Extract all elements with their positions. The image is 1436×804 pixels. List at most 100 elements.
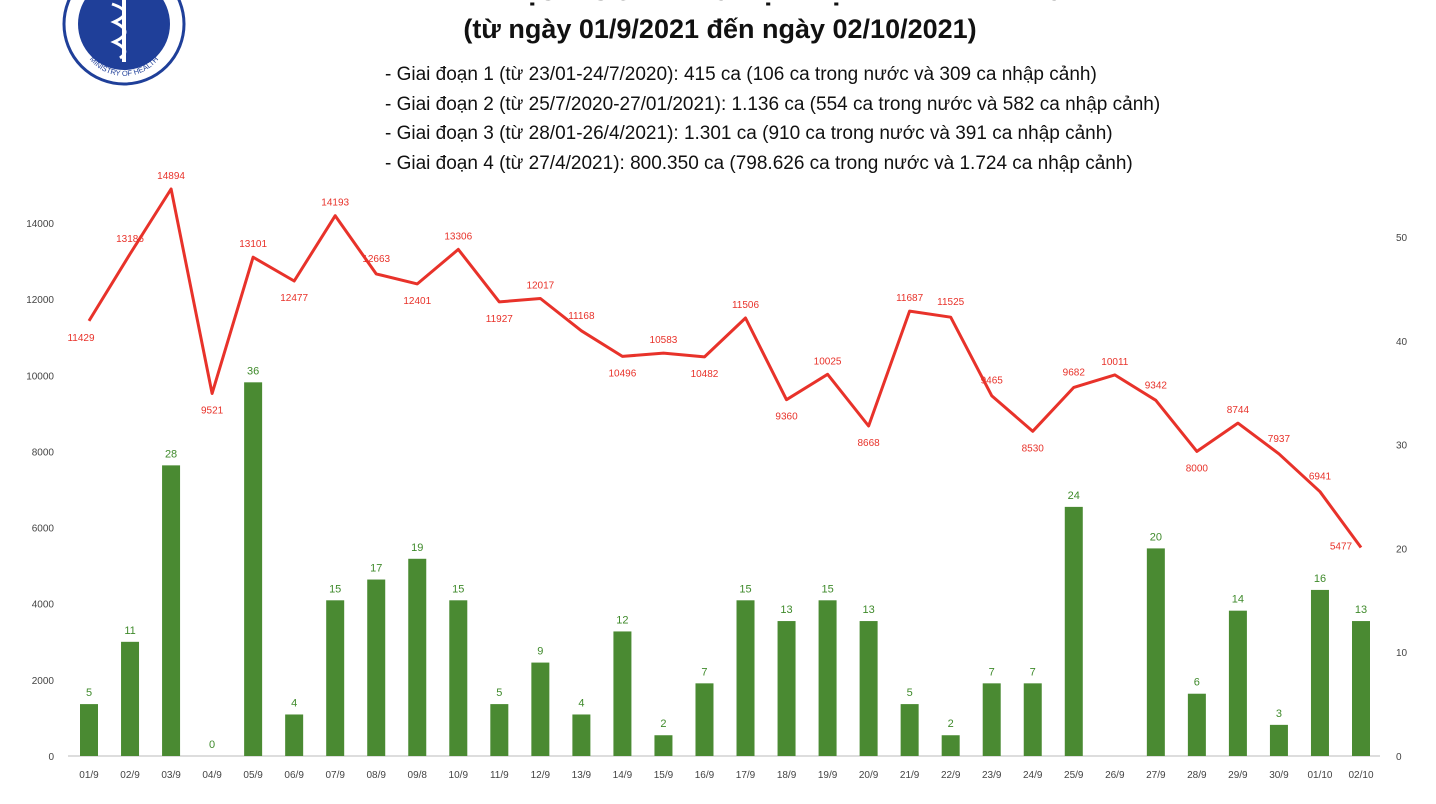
bar-data-label: 13: [1355, 604, 1367, 616]
left-axis-tick: 4000: [32, 600, 55, 611]
line-data-label: 13306: [444, 231, 472, 242]
line-data-label: 10496: [609, 368, 637, 379]
bar-data-label: 15: [739, 583, 751, 595]
line-data-label: 9521: [201, 406, 224, 417]
bar: [80, 704, 98, 756]
line-data-label: 11687: [896, 293, 924, 304]
bar: [982, 683, 1001, 756]
bar-data-label: 15: [329, 583, 341, 595]
right-axis-tick: 30: [1396, 441, 1408, 452]
x-axis-tick: 23/9: [982, 770, 1002, 781]
bar: [818, 600, 837, 756]
bar-data-label: 2: [948, 718, 954, 730]
phase-note: - Giai đoạn 2 (từ 25/7/2020-27/01/2021):…: [385, 93, 1161, 115]
bar-data-label: 5: [496, 687, 502, 699]
bar: [244, 382, 263, 756]
bar-data-label: 5: [86, 687, 92, 699]
right-axis-tick: 20: [1396, 544, 1408, 555]
x-axis-tick: 04/9: [202, 770, 222, 781]
bar-data-label: 24: [1068, 490, 1080, 502]
x-axis-tick: 16/9: [695, 770, 715, 781]
right-axis-tick: 40: [1396, 337, 1408, 348]
bar: [1064, 506, 1083, 756]
bar-data-label: 4: [291, 697, 297, 709]
x-axis-tick: 17/9: [736, 770, 756, 781]
phase-note: - Giai đoạn 3 (từ 28/01-26/4/2021): 1.30…: [385, 123, 1113, 144]
line-data-label: 11525: [937, 297, 965, 308]
line-series: 11429 13186 14894 9521 13101 12477 14193 12663 1…: [67, 171, 1363, 552]
bar: [121, 641, 140, 756]
x-axis-tick: 15/9: [654, 770, 674, 781]
x-axis-tick: 10/9: [449, 770, 469, 781]
x-axis-tick: 22/9: [941, 770, 961, 781]
bar-data-label: 6: [1194, 677, 1200, 689]
page-title: TÌNH HÌNH DỊCH COVID-19 TẠI VIỆT NAM NĂM…: [170, 0, 1270, 8]
line-data-label: 8530: [1022, 443, 1045, 454]
line-data-label: 9682: [1063, 367, 1086, 378]
bar: [1228, 610, 1247, 756]
bar: [531, 662, 550, 756]
line-path: [87, 187, 1363, 549]
bar-data-label: 15: [452, 583, 464, 595]
left-axis-tick: 12000: [26, 295, 54, 306]
bar-data-label: 13: [862, 604, 874, 616]
left-axis-tick: 0: [48, 752, 54, 763]
line-data-label: 13186: [116, 234, 144, 245]
line-data-label: 6941: [1309, 472, 1332, 483]
x-axis-tick: 26/9: [1105, 770, 1125, 781]
left-axis: 0 2000 4000 6000 8000 10000 12000 14000: [26, 219, 54, 763]
bar-data-label: 9: [537, 646, 543, 658]
x-axis-tick: 03/9: [161, 770, 181, 781]
bar: [736, 600, 755, 756]
bar-data-label: 14: [1232, 594, 1244, 606]
bar-data-label: 7: [989, 666, 995, 678]
x-axis-tick: 20/9: [859, 770, 879, 781]
bar-data-label: 0: [209, 739, 215, 751]
bar: [654, 735, 673, 756]
bar-data-label: 20: [1150, 531, 1162, 543]
line-data-label: 8000: [1186, 463, 1209, 474]
bar-data-label: 15: [821, 583, 833, 595]
bar: [449, 600, 468, 756]
left-axis-tick: 2000: [32, 676, 55, 687]
bar: [1269, 724, 1288, 756]
bar-data-label: 13: [780, 604, 792, 616]
line-data-label: 8668: [857, 438, 880, 449]
page-subtitle: (từ ngày 01/9/2021 đến ngày 02/10/2021): [463, 14, 977, 44]
right-axis-tick: 0: [1396, 752, 1402, 763]
x-axis-tick: 28/9: [1187, 770, 1207, 781]
x-axis-tick: 08/9: [366, 770, 386, 781]
x-axis-tick: 11/9: [490, 770, 509, 781]
line-data-label: 10011: [1101, 357, 1129, 368]
phase-note: - Giai đoạn 4 (từ 27/4/2021): 800.350 ca…: [385, 152, 1133, 174]
bar: [941, 735, 960, 756]
bar: [285, 714, 304, 756]
line-data-label: 12017: [526, 280, 554, 291]
caduceus-icon: [110, 0, 127, 62]
bar-data-label: 16: [1314, 573, 1326, 585]
x-axis-tick: 06/9: [284, 770, 304, 781]
x-axis-tick: 24/9: [1023, 770, 1043, 781]
bar: [1310, 589, 1329, 756]
line-data-label: 10482: [691, 369, 719, 380]
x-axis-tick: 14/9: [613, 770, 633, 781]
line-data-label: 11927: [486, 314, 514, 325]
line-data-label: 14193: [321, 198, 349, 209]
line-data-label: 5477: [1330, 541, 1353, 552]
bar-data-label: 12: [616, 614, 628, 626]
line-data-label: 13101: [239, 239, 267, 250]
bar-data-label: 17: [370, 563, 382, 575]
phase-note: - Giai đoạn 1 (từ 23/01-24/7/2020): 415 …: [385, 64, 1097, 85]
bar: [1352, 621, 1370, 756]
line-data-label: 14894: [157, 171, 185, 182]
bar: [162, 465, 181, 756]
x-axis-tick: 25/9: [1064, 770, 1084, 781]
bar: [1146, 548, 1165, 756]
right-axis-tick: 50: [1396, 233, 1408, 244]
x-axis-tick: 19/9: [818, 770, 838, 781]
bar-data-label: 7: [1030, 666, 1036, 678]
right-axis-tick: 10: [1396, 648, 1408, 659]
x-axis-tick: 30/9: [1269, 770, 1289, 781]
